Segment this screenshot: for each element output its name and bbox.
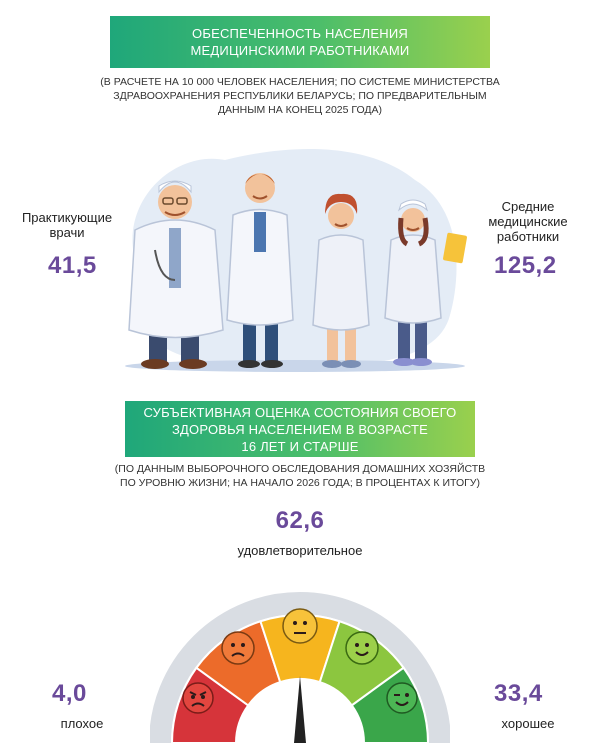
- section1-note-line: ДАННЫМ НА КОНЕЦ 2025 ГОДА): [217, 104, 383, 116]
- sad-face-icon: [221, 631, 255, 665]
- nurses-label: Средние медицинские работники: [468, 199, 588, 244]
- satisfactory-value: 62,6: [275, 507, 325, 534]
- doctor-figure: [226, 173, 294, 368]
- wink-face-icon: [386, 682, 418, 714]
- section2-title-line: СУБЪЕКТИВНАЯ ОЦЕНКА СОСТОЯНИЯ СВОЕГО: [143, 404, 457, 420]
- bad-value: 4,0: [52, 680, 87, 707]
- section1-note-line: (В РАСЧЕТЕ НА 10 000 ЧЕЛОВЕК НАСЕЛЕНИЯ; …: [100, 76, 500, 88]
- section2-note-line: (ПО ДАННЫМ ВЫБОРОЧНОГО ОБСЛЕДОВАНИЯ ДОМА…: [114, 463, 486, 475]
- nurses-value: 125,2: [494, 252, 557, 279]
- doctors-label: Практикующие врачи: [12, 210, 122, 240]
- satisfactory-label: удовлетворительное: [237, 543, 363, 558]
- doctor-figure: [312, 193, 370, 368]
- neutral-face-icon: [282, 608, 318, 644]
- doctors-label-line: Практикующие: [21, 210, 113, 225]
- doctors-value: 41,5: [48, 252, 97, 279]
- good-label: хорошее: [501, 716, 555, 731]
- good-value: 33,4: [494, 680, 543, 707]
- nurses-label-line: Средние: [501, 199, 555, 214]
- section2-title-line: 16 ЛЕТ И СТАРШЕ: [241, 438, 359, 454]
- health-gauge: [150, 592, 450, 743]
- doctor-figure: [128, 180, 224, 369]
- section1-title-line: МЕДИЦИНСКИМИ РАБОТНИКАМИ: [190, 43, 410, 58]
- section2-note: (ПО ДАННЫМ ВЫБОРОЧНОГО ОБСЛЕДОВАНИЯ ДОМА…: [0, 462, 600, 490]
- nurses-label-line: медицинские: [488, 214, 568, 229]
- section1-title-banner: ОБЕСПЕЧЕННОСТЬ НАСЕЛЕНИЯ МЕДИЦИНСКИМИ РА…: [110, 16, 490, 68]
- section2-title-line: ЗДОРОВЬЯ НАСЕЛЕНИЕМ В ВОЗРАСТЕ: [171, 421, 428, 437]
- bad-label: плохое: [60, 716, 104, 731]
- nurses-label-line: работники: [496, 229, 560, 244]
- section1-title-line: ОБЕСПЕЧЕННОСТЬ НАСЕЛЕНИЯ: [192, 26, 408, 41]
- medical-workers-illustration: [125, 148, 467, 372]
- section2-title-banner: СУБЪЕКТИВНАЯ ОЦЕНКА СОСТОЯНИЯ СВОЕГО ЗДО…: [125, 401, 475, 457]
- doctor-figure: [384, 199, 467, 366]
- smile-face-icon: [345, 631, 379, 665]
- section1-note: (В РАСЧЕТЕ НА 10 000 ЧЕЛОВЕК НАСЕЛЕНИЯ; …: [0, 75, 600, 117]
- gauge-needle: [294, 676, 306, 743]
- angry-face-icon: [182, 682, 214, 714]
- section2-note-line: ПО УРОВНЮ ЖИЗНИ; НА НАЧАЛО 2026 ГОДА; В …: [120, 477, 480, 489]
- doctors-label-line: врачи: [49, 225, 85, 240]
- section1-note-line: ЗДРАВООХРАНЕНИЯ РЕСПУБЛИКИ БЕЛАРУСЬ; ПО …: [113, 90, 487, 102]
